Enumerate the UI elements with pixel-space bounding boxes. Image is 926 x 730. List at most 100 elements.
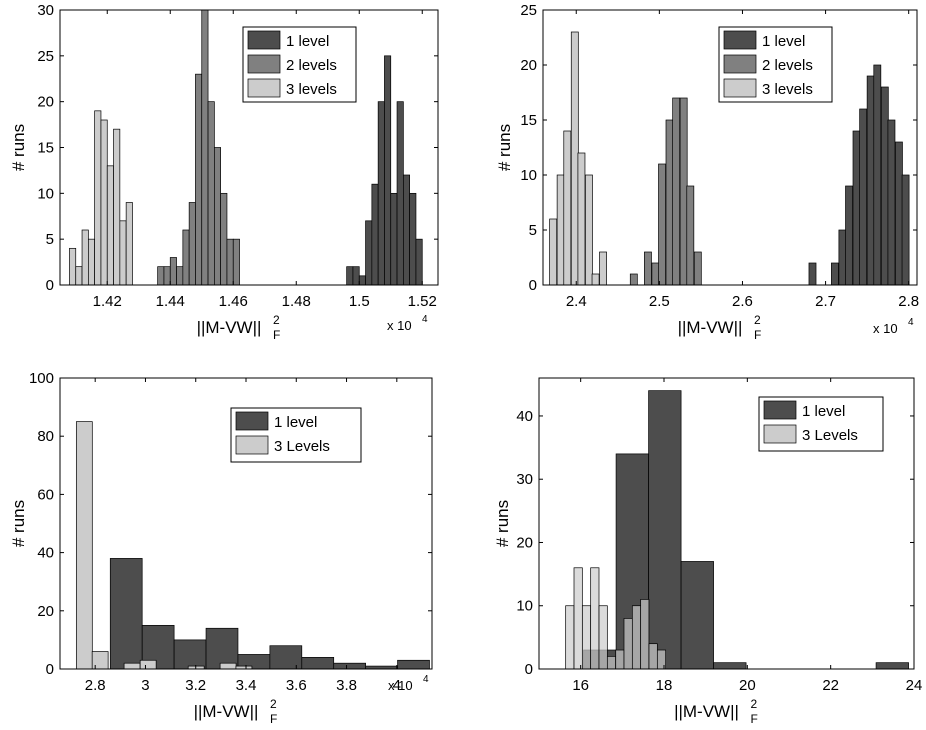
y-tick-label: 30 (37, 2, 54, 19)
histogram-bar (365, 220, 373, 286)
histogram-bar (106, 165, 114, 286)
histogram-bar (570, 31, 579, 286)
y-tick-label: 25 (37, 48, 54, 65)
x-tick-label: 1.48 (282, 293, 311, 310)
x-axis-label-superscript: 2 (754, 313, 761, 327)
histogram-bar (901, 174, 910, 286)
histogram-bar (648, 643, 658, 670)
histogram-bar (845, 185, 853, 286)
x-tick-label: 4 (393, 677, 401, 694)
histogram-panel-1: 1.42 1.44 1.46 1.48 1.5 1.52 0 5 10 15 20 25 30 # run… (9, 2, 439, 342)
axes-frame (542, 9, 918, 286)
histogram-bar (384, 55, 392, 286)
y-axis-label: # runs (495, 124, 514, 171)
histogram-bar (606, 655, 617, 670)
legend-entry-label: 2 levels (286, 57, 337, 74)
series-2-levels (157, 9, 240, 286)
histogram-bar (686, 185, 695, 286)
x-axis-label-subscript: F (273, 328, 280, 342)
histogram-bar (188, 202, 196, 286)
x-tick-label: 3.4 (236, 677, 257, 694)
histogram-bar (125, 202, 133, 286)
histogram-bar (563, 130, 572, 286)
histogram-bar (831, 262, 839, 286)
histogram-bar (157, 266, 165, 286)
legend: 1 level 2 levels 3 levels (718, 26, 833, 103)
histogram-bar (852, 130, 861, 286)
x-tick-label: 3.2 (185, 677, 206, 694)
y-tick-label: 30 (516, 471, 533, 488)
histogram-bar (565, 605, 575, 670)
histogram-bar (226, 238, 234, 286)
histogram-bar (333, 662, 366, 670)
legend: 1 level 3 Levels (758, 396, 884, 452)
x-axis-label: ||M-VW|| (674, 702, 739, 721)
histogram-bar (549, 218, 558, 286)
histogram-bar (644, 251, 652, 286)
x-tick-label: 2.5 (649, 293, 670, 310)
x-tick-label: 1.44 (156, 293, 185, 310)
histogram-bar (577, 152, 586, 286)
y-axis-label: # runs (493, 500, 512, 547)
y-tick-label: 10 (516, 598, 533, 615)
histogram-bar (81, 229, 89, 286)
histogram-bar (585, 174, 593, 286)
histogram-bar (648, 390, 682, 670)
x-tick-label: 1.5 (349, 293, 370, 310)
histogram-bar (205, 627, 239, 670)
x-tick-label: 2.7 (815, 293, 836, 310)
x-axis-label: ||M-VW|| (197, 318, 262, 337)
histogram-bar (623, 618, 633, 670)
histogram-panel-4: 16 18 20 22 24 0 10 20 30 40 # runs ||M-VW|| 2F 1 lev… (493, 377, 922, 726)
y-tick-label: 40 (37, 545, 54, 562)
y-tick-label: 100 (29, 370, 54, 387)
histogram-bar (377, 101, 385, 286)
histogram-bar (556, 174, 565, 286)
histogram-bar (214, 147, 222, 286)
legend-entry-label: 1 level (286, 33, 329, 50)
histogram-bar (866, 75, 875, 286)
x-tick-label: 16 (572, 677, 589, 694)
histogram-bar (403, 174, 411, 286)
histogram-bar (219, 662, 237, 670)
series-1-level (583, 390, 909, 670)
histogram-bar (838, 229, 847, 286)
histogram-bar (207, 101, 215, 286)
x-axis-label: ||M-VW|| (194, 702, 259, 721)
histogram-bar (573, 567, 583, 670)
y-tick-label: 80 (37, 428, 54, 445)
histogram-bar (680, 561, 714, 670)
x-tick-label: 20 (739, 677, 756, 694)
legend: 1 level 2 levels 3 levels (242, 26, 357, 103)
x-tick-label: 1.42 (93, 293, 122, 310)
x-tick-label: 2.8 (898, 293, 919, 310)
series-1-level (346, 55, 423, 286)
legend: 1 level 3 Levels (230, 407, 362, 463)
histogram-bar (880, 86, 889, 286)
histogram-bar (220, 192, 228, 286)
x-tick-label: 18 (656, 677, 673, 694)
y-tick-label: 20 (37, 94, 54, 111)
x-tick-label: 1.52 (408, 293, 437, 310)
axis-multiplier: x 10 (387, 318, 412, 333)
histogram-bar (590, 567, 600, 670)
axis-multiplier: x 10 (388, 678, 413, 693)
histogram-bar (873, 64, 882, 286)
x-axis-label-superscript: 2 (273, 313, 280, 327)
y-tick-label: 0 (525, 661, 533, 678)
histogram-bar (75, 266, 83, 286)
legend-swatch (723, 30, 757, 50)
histogram-bar (352, 266, 360, 286)
legend-swatch (723, 78, 757, 98)
y-tick-label: 20 (516, 534, 533, 551)
histogram-bar (665, 119, 674, 286)
histogram-bar (679, 97, 688, 286)
legend-entry-label: 2 levels (762, 57, 813, 74)
y-tick-label: 5 (46, 231, 54, 248)
y-tick-label: 0 (46, 661, 54, 678)
histogram-bar (640, 599, 650, 670)
histogram-bar (672, 97, 681, 286)
histogram-bar (875, 662, 909, 670)
legend-entry-label: 3 Levels (802, 427, 858, 444)
